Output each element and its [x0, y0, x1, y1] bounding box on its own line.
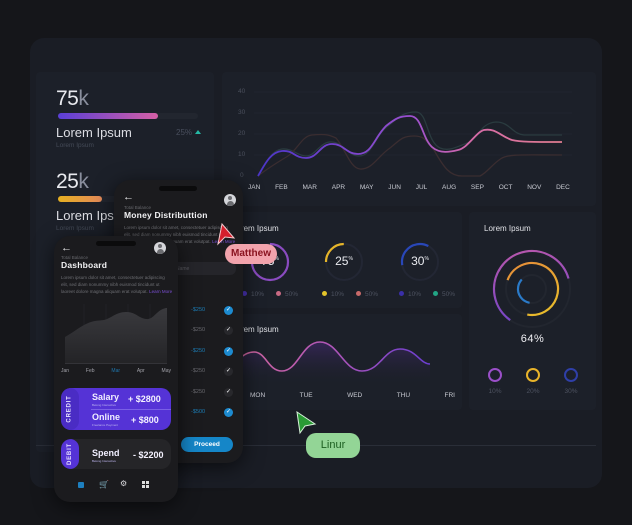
tx-name: Online [92, 412, 121, 422]
stat-sublabel-1: Lorem Ipsum [56, 142, 94, 149]
wave-chart-card: Lorem Ipsum MON TUE WED THU FRI [222, 314, 462, 410]
ring-chart-2 [324, 242, 364, 282]
ring-legend-3: 10% 50% [399, 291, 455, 298]
checkbox-unchecked[interactable]: ✓ [224, 367, 233, 376]
avatar[interactable] [154, 242, 166, 254]
ring-value-2: 25% [335, 254, 353, 268]
avatar[interactable] [224, 194, 236, 206]
wallet-icon[interactable] [78, 482, 84, 488]
gear-icon[interactable]: ⚙ [120, 479, 128, 488]
y-tick: 10 [238, 151, 246, 158]
stat-percent-1: 25% [176, 128, 202, 137]
tx-name: Salary [92, 392, 120, 402]
learn-more-link[interactable]: Learn More [149, 289, 173, 294]
area-chart [65, 304, 167, 364]
line-chart-card: 40 30 20 10 0 JA [222, 72, 596, 206]
credit-label: CREDIT [67, 395, 74, 423]
row-amount: -$250 [191, 327, 206, 333]
stat-progress-1 [58, 113, 198, 119]
checkbox-checked[interactable]: ✓ [224, 347, 233, 356]
month-active[interactable]: Mar [111, 368, 121, 374]
area-baseline [65, 363, 167, 364]
proceed-button[interactable]: Proceed [181, 437, 233, 452]
radial-legend: 10% 20% 30% [483, 368, 583, 395]
stat-sublabel-2: Lorem Ipsum [56, 225, 94, 232]
debit-label: DEBIT [67, 443, 73, 465]
y-tick: 0 [240, 172, 244, 179]
row-amount: -$250 [191, 389, 206, 395]
stat-value-1: 75k [56, 87, 89, 110]
ring-value-3: 30% [411, 254, 429, 268]
radial-chart-card: Lorem Ipsum 64% 10% [469, 212, 596, 410]
balance-subtitle: Total Balance [61, 255, 89, 260]
area-month-labels: Jan Feb Mar Apr May [61, 368, 171, 374]
row-amount: -$250 [191, 348, 206, 354]
back-arrow-icon[interactable]: ← [61, 242, 72, 254]
tx-name: Spend [92, 448, 120, 458]
page-title: Dashboard [61, 260, 108, 270]
stat-label-1: Lorem Ipsum [56, 125, 132, 140]
cursor-label-matthew: Matthew [225, 244, 277, 264]
wave-card-title: Lorem Ipsum [232, 325, 279, 334]
rings-card-title: Lorem Ipsum [232, 224, 279, 233]
cursor-pointer-icon [296, 410, 317, 435]
description: Lorem ipsum dolor sit amet, consectetuer… [61, 275, 173, 294]
y-tick: 20 [238, 130, 246, 137]
grid-icon[interactable] [142, 481, 149, 488]
cart-icon[interactable]: 🛒 [99, 480, 109, 489]
checkbox-checked[interactable]: ✓ [224, 408, 233, 417]
trend-up-icon [195, 130, 202, 134]
row-amount: -$250 [191, 368, 206, 374]
back-arrow-icon[interactable]: ← [123, 191, 134, 203]
row-amount: -$500 [191, 409, 206, 415]
ring-legend-1: 10% 50% [242, 291, 298, 298]
tx-amount: - $2200 [133, 450, 164, 460]
page-title: Money Distributtion [124, 210, 208, 220]
stat-label-2: Lorem Ipsum [56, 208, 132, 223]
learn-more-link[interactable]: Learn More [212, 239, 236, 244]
bottom-nav: 🛒 ⚙ [68, 479, 164, 493]
checkbox-unchecked[interactable]: ✓ [224, 326, 233, 335]
ring-chart-3 [400, 242, 440, 282]
balance-subtitle: Total Balance [124, 205, 152, 210]
checkbox-checked[interactable]: ✓ [224, 306, 233, 315]
cursor-pointer-icon [217, 222, 236, 246]
tx-amount: + $800 [131, 415, 159, 425]
wave-chart [231, 341, 431, 386]
ring-legend-2: 10% 50% [322, 291, 378, 298]
radial-chart [492, 249, 572, 329]
row-amount: -$250 [191, 307, 206, 313]
phone-dashboard: ← Total Balance Dashboard Lorem ipsum do… [54, 236, 178, 502]
day-labels: MON TUE WED THU FRI [250, 392, 455, 399]
radial-card-title: Lorem Ipsum [484, 224, 531, 233]
y-tick: 30 [238, 109, 246, 116]
debit-card[interactable]: DEBIT Spend Belong Interactive - $2200 [61, 439, 171, 469]
tx-amount: + $2800 [128, 394, 161, 404]
search-input[interactable]: Name [170, 262, 236, 275]
month-labels: JAN FEB MAR APR MAY JUN JUL AUG SEP OCT … [248, 184, 570, 191]
checkbox-unchecked[interactable]: ✓ [224, 388, 233, 397]
radial-value: 64% [520, 333, 545, 345]
stat-value-2: 25k [56, 170, 89, 193]
credit-card[interactable]: CREDIT Salary Belong Interactive + $2800… [61, 388, 171, 430]
y-tick: 40 [238, 88, 246, 95]
cursor-label-linur: Linur [306, 433, 360, 458]
line-chart [254, 91, 572, 177]
